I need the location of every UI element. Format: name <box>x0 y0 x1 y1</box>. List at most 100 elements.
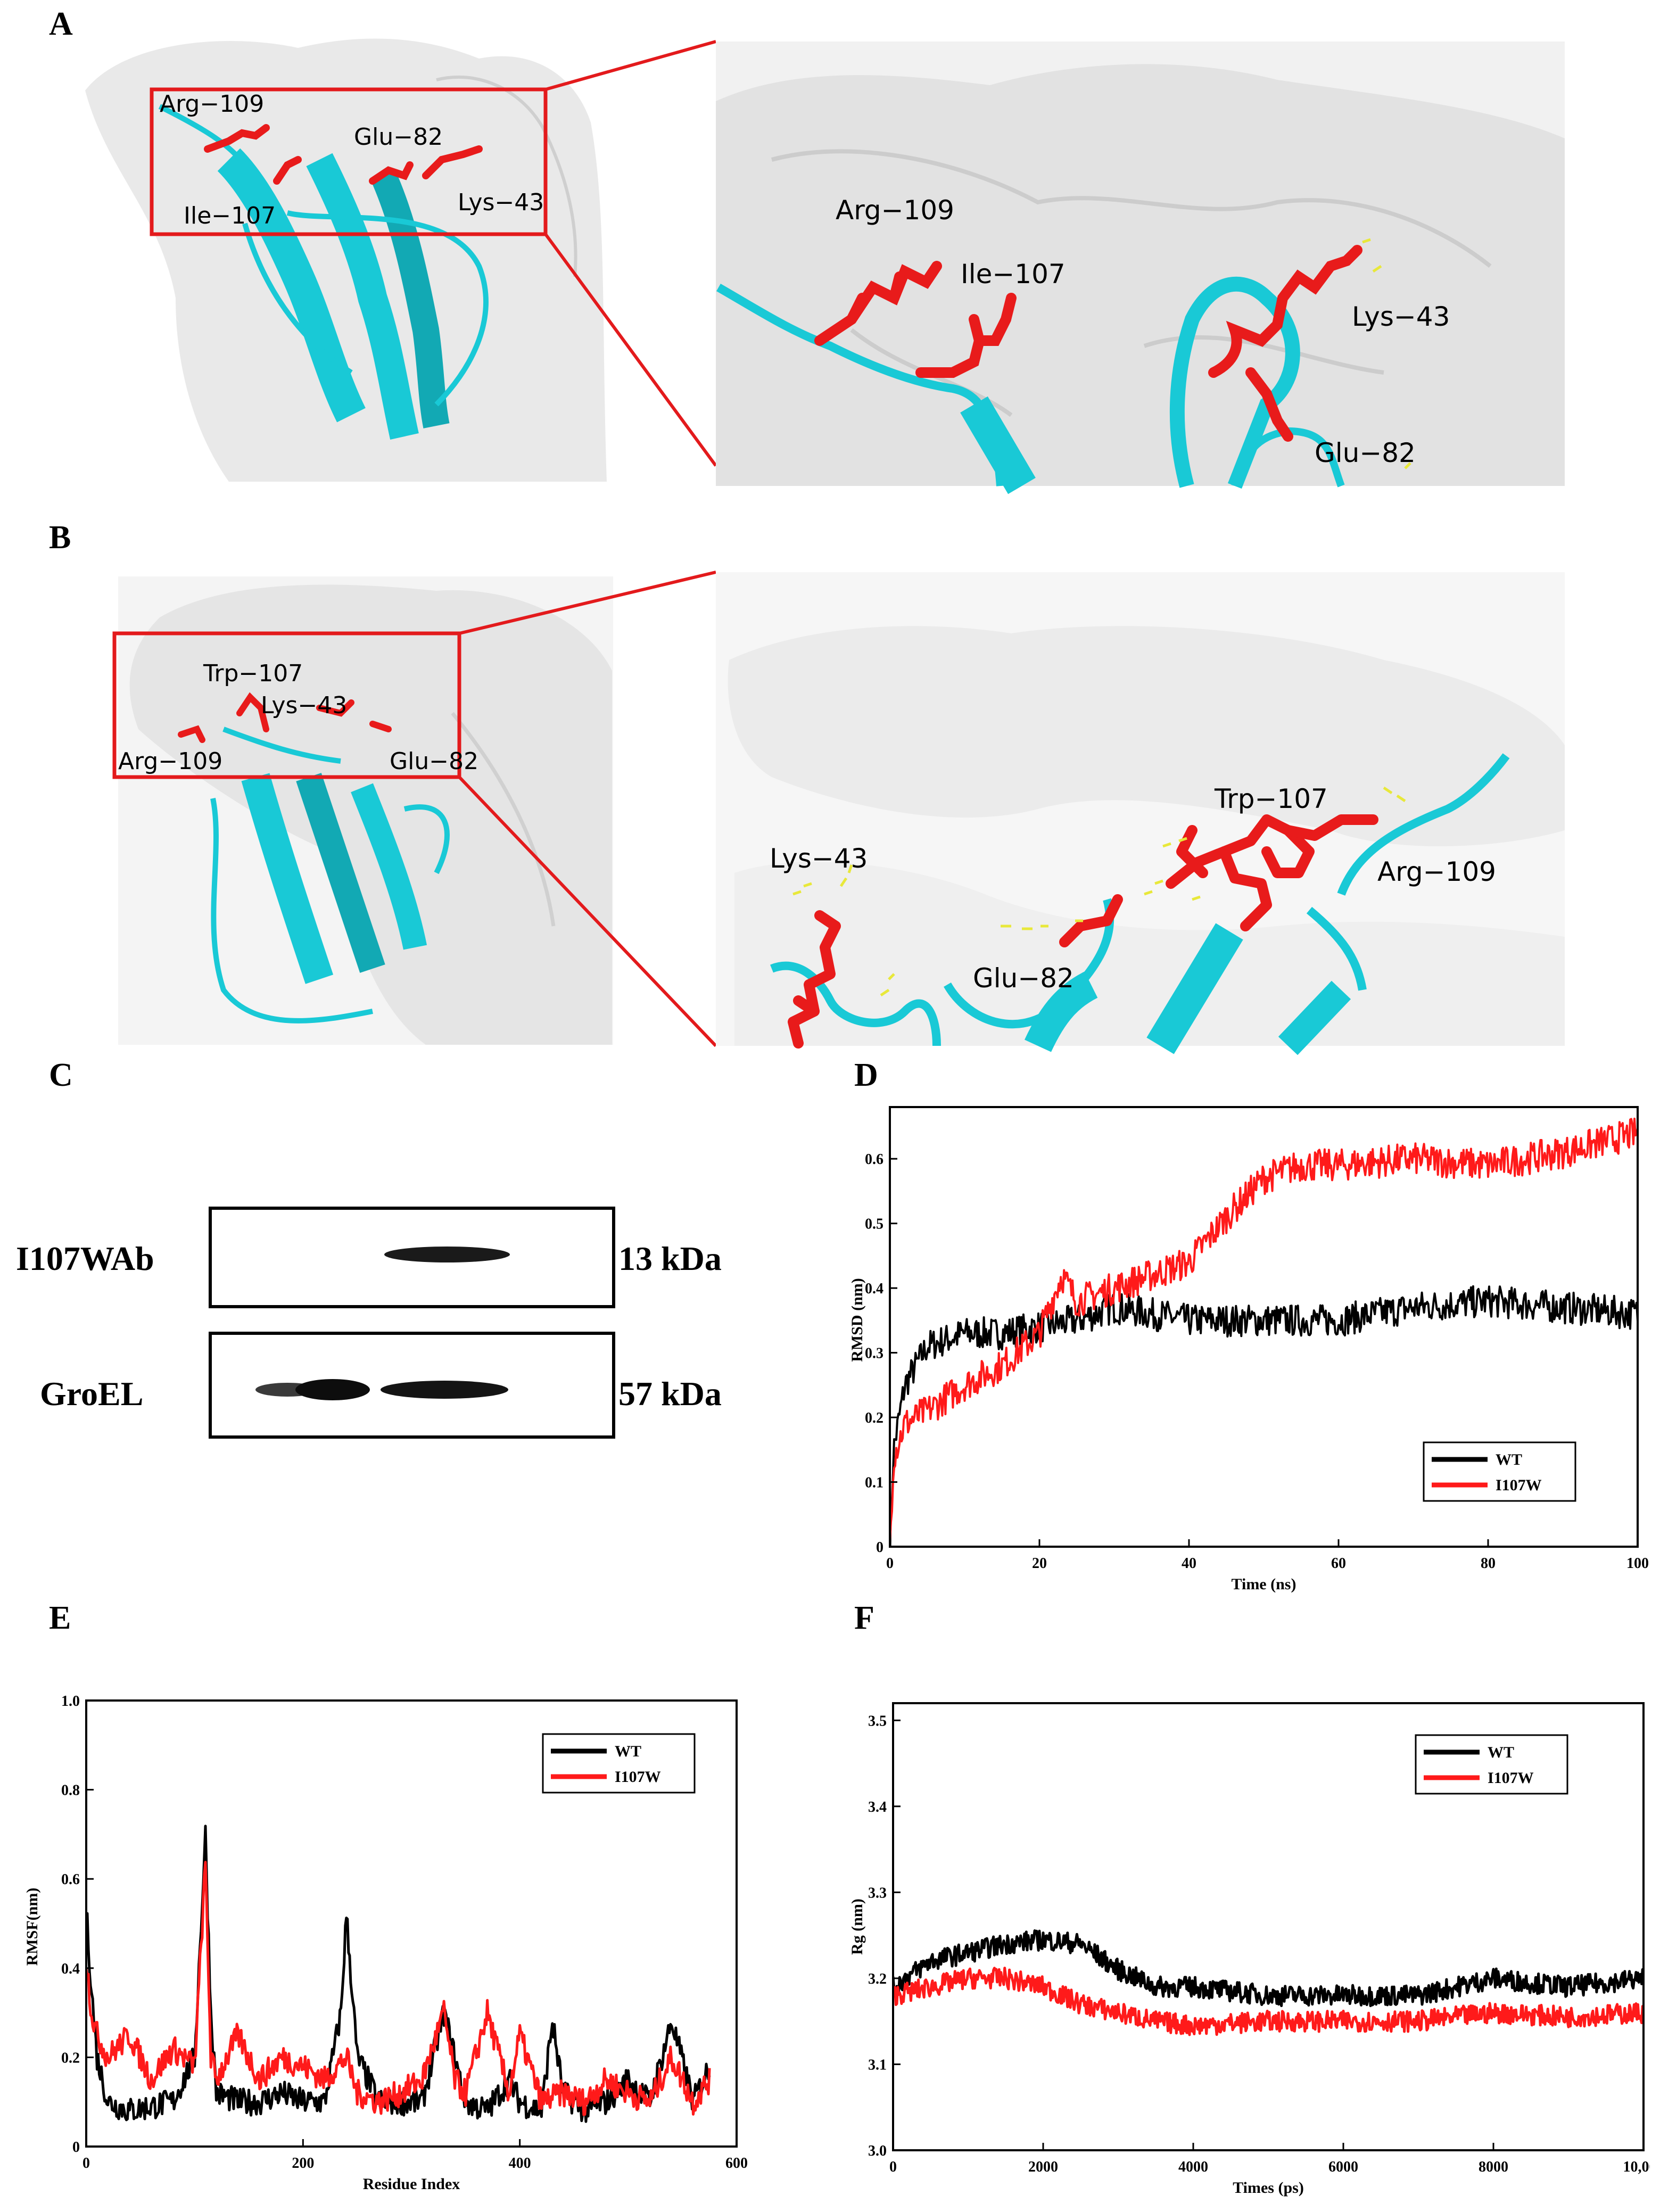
residue-sticks <box>788 814 1378 1049</box>
panel-a-zoom: Arg−109 Ile−107 Lys−43 Glu−82 <box>716 42 1565 494</box>
x-tick-label: 0 <box>889 2159 897 2175</box>
y-tick-label: 0.5 <box>865 1216 883 1233</box>
y-tick-label: 3.4 <box>868 1799 887 1815</box>
residue-sticks <box>814 245 1362 442</box>
chart-rg: 0 2000 4000 6000 8000 10,000 3.0 3.1 3.2 3.3 3.4 3.… <box>852 1702 1650 2197</box>
y-tick-label: 0.6 <box>865 1151 883 1168</box>
chart-rmsf: 0 200 400 600 0 0.2 0.4 0.6 0.8 1.0 Residue Index R… <box>23 1693 748 2193</box>
western-blot <box>209 1207 615 1439</box>
y-tick-label: 0.4 <box>865 1281 883 1297</box>
x-tick-label: 400 <box>509 2155 531 2172</box>
blot-row-label: I107WAb <box>16 1240 154 1277</box>
cartoon-strand <box>241 773 334 984</box>
series-line-wt <box>890 1285 1638 1547</box>
series-line-i107w <box>893 1967 1644 2036</box>
series-line-i107w <box>890 1117 1638 1541</box>
residue-label: Lys−43 <box>770 843 868 874</box>
zoom-connector <box>458 775 717 1047</box>
legend-box <box>1423 1441 1576 1502</box>
y-tick-label: 0.1 <box>865 1475 883 1491</box>
blot-size-label: 57 kDa <box>618 1375 722 1413</box>
y-tick-label: 0.2 <box>61 2050 80 2066</box>
blot-band <box>384 1247 510 1262</box>
y-tick-label: 3.0 <box>868 2143 887 2159</box>
residue-label: Trp−107 <box>203 660 303 687</box>
plot-frame <box>892 1702 1645 2151</box>
cartoon-strand <box>296 773 385 973</box>
y-tick-label: 0.4 <box>61 1961 80 1977</box>
zoom-connector <box>545 40 716 91</box>
cartoon-strand <box>1278 980 1351 1055</box>
residue-sticks <box>204 124 483 185</box>
panel-label-b: B <box>49 519 71 556</box>
y-tick-label: 1.0 <box>61 1693 80 1710</box>
y-tick-label: 0.6 <box>61 1871 80 1888</box>
legend: WT I107W <box>1415 1734 1568 1795</box>
y-axis-label: RMSF(nm) <box>23 1888 41 1966</box>
legend: WT I107W <box>1423 1441 1576 1502</box>
zoom-connector <box>459 571 716 635</box>
y-tick-label: 3.2 <box>868 1971 887 1987</box>
legend: WT I107W <box>542 1733 696 1794</box>
hbond-dashes <box>792 786 1406 997</box>
y-tick-label: 0 <box>72 2139 80 2156</box>
x-tick-label: 2000 <box>1028 2159 1058 2175</box>
x-tick-label: 6000 <box>1328 2159 1358 2175</box>
residue-label: Arg−109 <box>1377 856 1496 887</box>
legend-label-wt: WT <box>615 1743 641 1760</box>
residue-label: Arg−109 <box>160 90 264 118</box>
y-tick-label: 0.2 <box>865 1410 883 1426</box>
x-tick-label: 60 <box>1331 1555 1346 1572</box>
cartoon-strand <box>306 153 419 440</box>
zoom-box <box>112 631 461 779</box>
series-line-i107w <box>86 1861 711 2116</box>
legend-label-i107w: I107W <box>615 1768 661 1786</box>
residue-label: Glu−82 <box>354 123 443 151</box>
hbond-dashes <box>1362 238 1411 469</box>
zoom-connector <box>544 233 717 467</box>
cartoon-loop <box>210 727 450 1024</box>
panel-label-c: C <box>49 1057 73 1093</box>
cartoon-strand <box>1025 971 1098 1052</box>
blot-size-label: 13 kDa <box>618 1240 722 1277</box>
legend-label-wt: WT <box>1488 1744 1514 1761</box>
cartoon-strand <box>371 170 450 428</box>
panel-label-e: E <box>49 1600 71 1636</box>
plot-frame <box>85 1699 738 2148</box>
cartoon-loop <box>770 961 941 1046</box>
x-tick-label: 40 <box>1182 1555 1196 1572</box>
x-axis-label: Time (ns) <box>1232 1575 1296 1593</box>
residue-label: Lys−43 <box>1352 301 1450 332</box>
panel-b-structure: Trp−107 Lys−43 Arg−109 Glu−82 <box>112 571 1565 1055</box>
zoom-box <box>150 87 548 236</box>
y-axis-label: RMSD (nm) <box>852 1278 866 1362</box>
legend-box <box>1415 1734 1568 1795</box>
y-axis-label: Rg (nm) <box>852 1899 866 1955</box>
residue-label: Glu−82 <box>1315 438 1416 468</box>
blot-row-label: GroEL <box>40 1375 144 1413</box>
cartoon-loop <box>158 104 489 407</box>
x-tick-label: 200 <box>292 2155 314 2172</box>
residue-label: Lys−43 <box>458 189 544 216</box>
panel-b-zoom: Lys−43 Trp−107 Arg−109 Glu−82 <box>716 572 1565 1055</box>
residue-label: Ile−107 <box>184 202 276 229</box>
residue-label: Trp−107 <box>1214 783 1328 814</box>
residue-label: Arg−109 <box>118 748 222 775</box>
series-line-wt <box>893 1929 1644 2008</box>
x-tick-label: 80 <box>1481 1555 1496 1572</box>
x-axis-label: Residue Index <box>363 2175 460 2193</box>
panel-label-d: D <box>854 1057 878 1093</box>
plot-frame <box>889 1106 1639 1548</box>
x-tick-label: 0 <box>886 1555 894 1572</box>
residue-label: Glu−82 <box>973 963 1074 994</box>
cartoon-loop <box>1306 753 1510 991</box>
panel-a-structure: Arg−109 Glu−82 Ile−107 Lys−43 Arg−109 Il… <box>80 37 1565 494</box>
x-tick-label: 4000 <box>1178 2159 1208 2175</box>
panel-a-overview: Arg−109 Glu−82 Ile−107 Lys−43 <box>80 37 607 484</box>
x-tick-label: 100 <box>1626 1555 1649 1572</box>
cartoon-strand <box>1146 923 1243 1054</box>
y-tick-label: 0.3 <box>865 1346 883 1362</box>
cartoon-strand <box>217 148 366 423</box>
y-tick-label: 0 <box>876 1539 883 1556</box>
chart-rmsd: 0 20 40 60 80 100 0 0.1 0.2 0.3 0.4 0.5 0.6 Time (ns)… <box>852 1106 1649 1593</box>
